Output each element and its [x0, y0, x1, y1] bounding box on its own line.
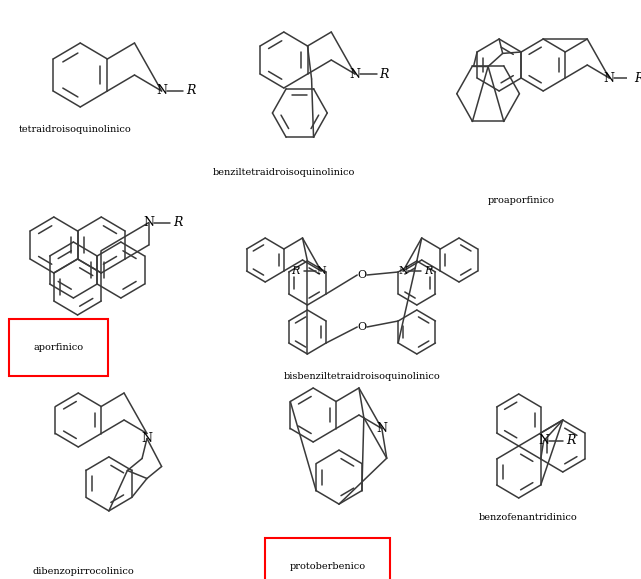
- Text: R: R: [292, 266, 300, 276]
- Text: aporfinico: aporfinico: [34, 343, 84, 352]
- Text: dibenzopirrocolinico: dibenzopirrocolinico: [32, 567, 134, 576]
- Text: R: R: [187, 85, 196, 97]
- Text: bisbenziltetraidroisoquinolinico: bisbenziltetraidroisoquinolinico: [284, 372, 440, 381]
- Text: N: N: [349, 68, 360, 80]
- Text: N: N: [142, 432, 153, 445]
- Text: O: O: [358, 270, 367, 280]
- Text: N: N: [604, 71, 615, 85]
- Text: R: R: [174, 216, 183, 229]
- Text: proaporfinico: proaporfinico: [488, 196, 554, 205]
- Text: R: R: [634, 71, 641, 85]
- Text: R: R: [567, 434, 576, 448]
- Text: N: N: [316, 266, 326, 276]
- Text: N: N: [156, 85, 167, 97]
- Text: N: N: [143, 216, 154, 229]
- Text: R: R: [424, 266, 433, 276]
- Text: N: N: [398, 266, 408, 276]
- Text: protoberbenico: protoberbenico: [290, 562, 366, 571]
- Text: R: R: [379, 68, 389, 80]
- Text: benzofenantridinico: benzofenantridinico: [479, 513, 578, 522]
- Text: tetraidroisoquinolinico: tetraidroisoquinolinico: [19, 125, 132, 134]
- Text: N: N: [376, 422, 387, 435]
- Text: N: N: [538, 434, 549, 448]
- Text: O: O: [358, 322, 367, 332]
- Text: benziltetraidroisoquinolinico: benziltetraidroisoquinolinico: [213, 168, 355, 177]
